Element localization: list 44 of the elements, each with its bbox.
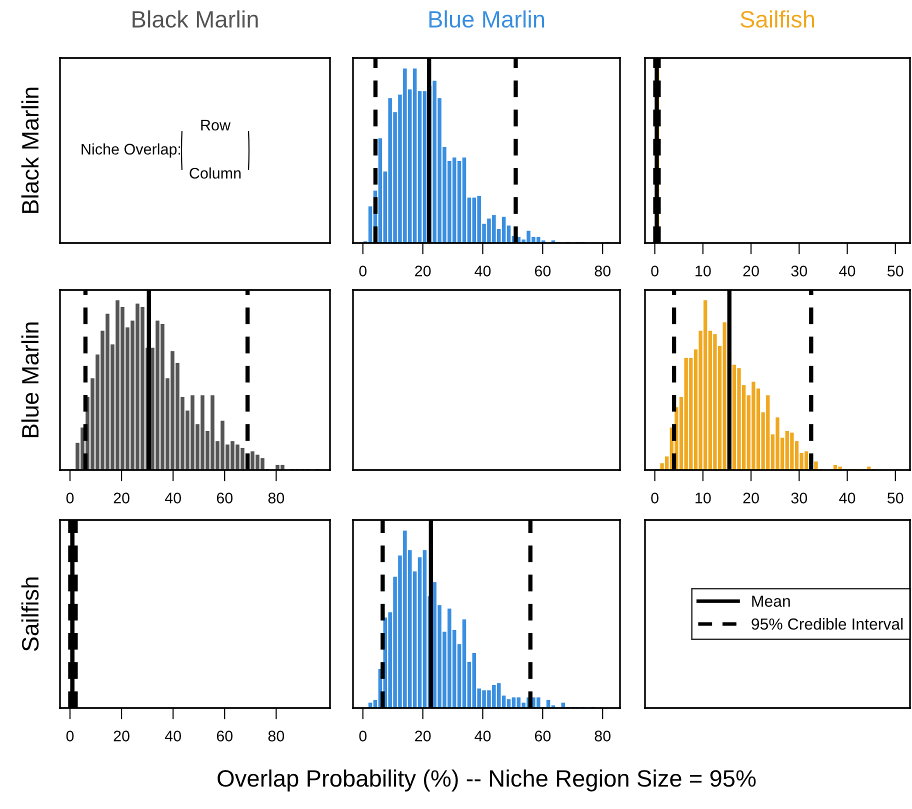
text: Column xyxy=(190,167,241,179)
x-axis-title: Overlap Probability (%) -- Niche Region Size = 95% xyxy=(218,769,756,792)
x-tick-label: 50 xyxy=(887,266,904,276)
text: Niche Overlap: xyxy=(82,143,180,158)
x-tick-label: 80 xyxy=(268,492,284,504)
x-tick-label: 40 xyxy=(164,730,181,742)
x-tick-label: 0 xyxy=(359,730,367,742)
x-tick-label: 0 xyxy=(359,266,367,276)
x-tick-label: 20 xyxy=(114,492,130,504)
x-tick-label: 80 xyxy=(268,730,284,742)
x-tick-label: 40 xyxy=(474,730,491,742)
text: Black Marlin xyxy=(132,10,258,28)
x-tick-label: 20 xyxy=(743,266,759,276)
x-tick-label: 20 xyxy=(114,730,130,742)
x-tick-label: 80 xyxy=(594,266,611,276)
x-tick-label: 10 xyxy=(696,266,711,276)
x-tick-label: 60 xyxy=(534,730,551,742)
x-tick-label: 20 xyxy=(415,266,431,276)
chart-title: Blue Marlin xyxy=(429,10,544,28)
x-tick-label: 40 xyxy=(839,492,856,504)
x-tick-label: 0 xyxy=(66,730,74,742)
x-tick-label: 60 xyxy=(216,730,233,742)
x-tick-label: 0 xyxy=(651,266,658,276)
legend-label: Mean xyxy=(752,596,790,607)
x-tick-label: 40 xyxy=(474,266,491,276)
x-tick-label: 40 xyxy=(839,266,856,276)
x-tick-label: 0 xyxy=(66,492,74,504)
text: Black Marlin xyxy=(21,88,39,213)
x-tick-label: 20 xyxy=(743,492,759,504)
text: Row xyxy=(201,120,231,131)
y-axis-title: Blue Marlin xyxy=(21,322,39,438)
x-tick-label: 10 xyxy=(696,492,711,504)
x-tick-label: 20 xyxy=(415,730,431,742)
y-axis-title: Sailfish xyxy=(21,577,39,651)
x-tick-label: 80 xyxy=(594,730,611,742)
x-tick-label: 40 xyxy=(164,492,181,504)
x-tick-label: 50 xyxy=(887,492,904,504)
x-tick-label: 30 xyxy=(791,266,808,276)
legend-label: 95% Credible Interval xyxy=(752,618,903,630)
chart-title: Sailfish xyxy=(740,10,814,28)
x-tick-label: 60 xyxy=(216,492,233,504)
x-tick-label: 30 xyxy=(791,492,808,504)
x-tick-label: 0 xyxy=(651,492,658,504)
x-tick-label: 60 xyxy=(534,266,551,276)
